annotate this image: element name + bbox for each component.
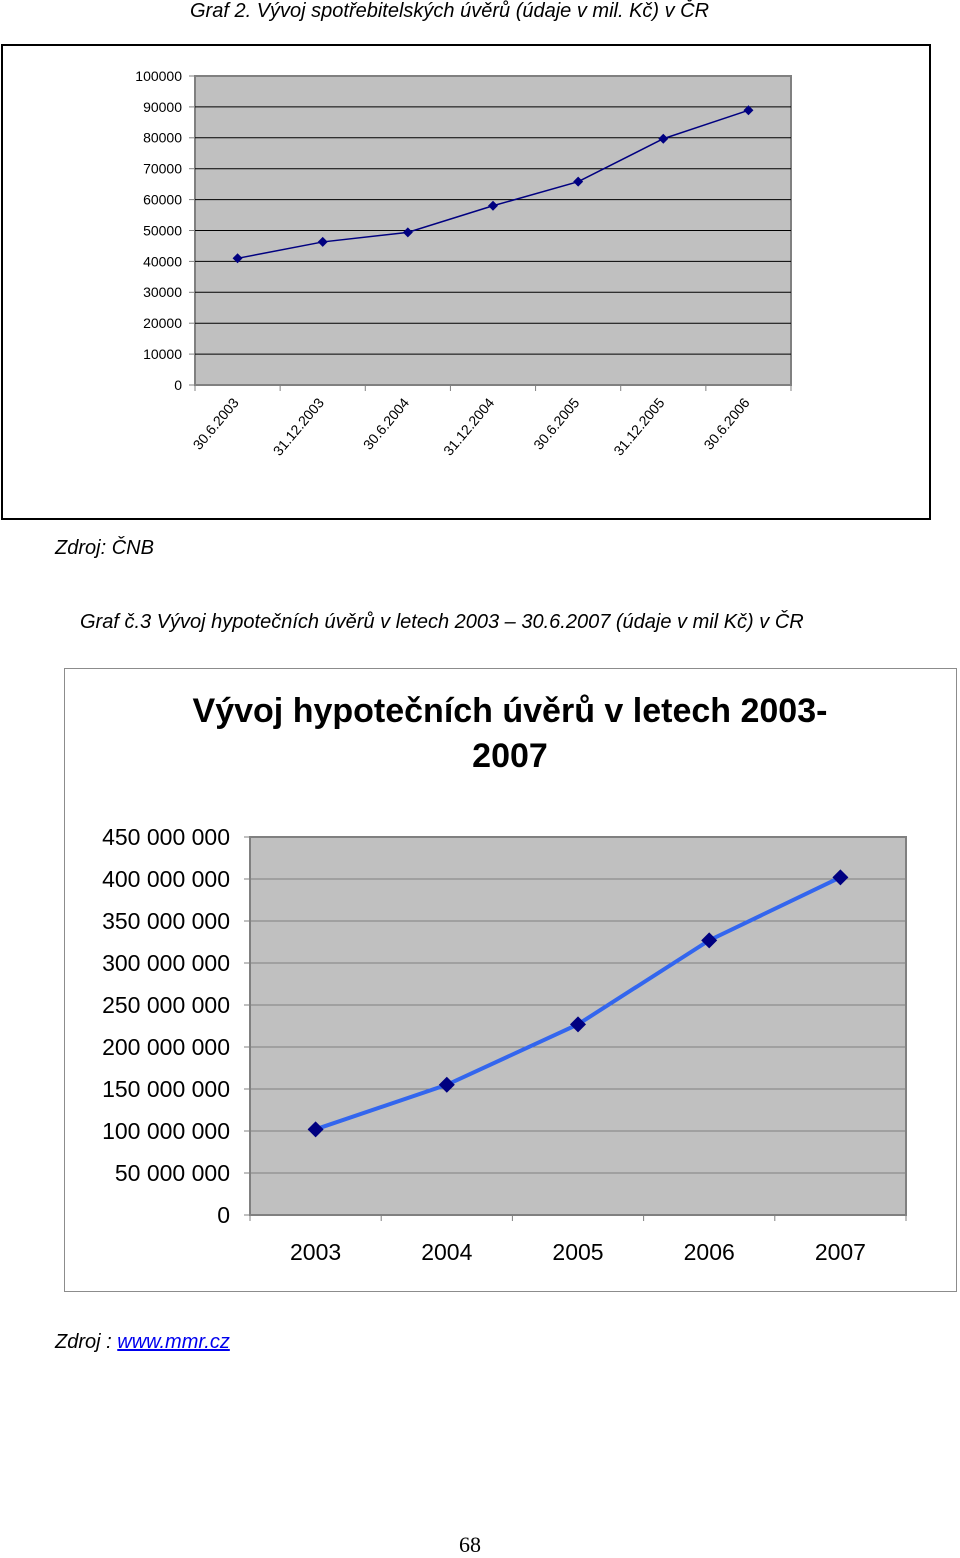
y-tick-label: 30000 — [143, 284, 182, 300]
x-tick-label: 2004 — [421, 1239, 472, 1265]
data-point — [743, 105, 754, 116]
data-point — [701, 932, 718, 949]
chart2-frame — [64, 668, 957, 1292]
x-tick-label: 30.6.2003 — [190, 394, 242, 452]
data-point — [488, 200, 498, 211]
y-tick-label: 450 000 000 — [102, 824, 230, 850]
x-tick-label: 2007 — [815, 1239, 866, 1265]
data-point — [570, 1016, 586, 1033]
x-tick-label: 2003 — [290, 1239, 341, 1265]
data-point — [658, 133, 669, 144]
y-tick-label: 50000 — [143, 222, 182, 238]
chart-2: 0 50 000 000 100 000 000 150 000 000 200 000… — [102, 692, 907, 1265]
y-tick-label: 70000 — [143, 161, 182, 177]
y-tick-label: 350 000 000 — [102, 908, 230, 934]
y-tick-label: 150 000 000 — [102, 1076, 230, 1102]
y-tick-label: 0 — [174, 377, 182, 393]
source-value: ČNB — [111, 537, 154, 559]
source-link[interactable]: www.mmr.cz — [117, 1331, 230, 1353]
y-tick-label: 100000 — [135, 68, 182, 84]
y-tick-label: 300 000 000 — [102, 950, 230, 976]
source-label: Zdroj : — [55, 1331, 112, 1353]
x-tick-label: 31.12.2004 — [440, 394, 497, 458]
graf2-caption: Graf 2. Vývoj spotřebitelských úvěrů (úd… — [190, 0, 710, 22]
data-point — [232, 253, 243, 264]
y-tick-label: 40000 — [143, 253, 182, 269]
chart-title: 2007 — [472, 737, 548, 775]
data-point — [438, 1076, 455, 1093]
x-tick-label: 30.6.2006 — [700, 394, 752, 452]
y-tick-label: 20000 — [143, 315, 182, 331]
graf3-caption: Graf č.3 Vývoj hypotečních úvěrů v letec… — [80, 611, 804, 633]
data-point — [307, 1121, 324, 1138]
x-tick-label: 31.12.2003 — [270, 394, 327, 458]
data-point — [402, 227, 413, 238]
data-point — [832, 869, 849, 886]
y-tick-label: 0 — [217, 1202, 230, 1228]
y-tick-label: 100 000 000 — [102, 1118, 230, 1144]
chart-1: 0 10000 20000 30000 40000 50000 60000 70000 8000… — [135, 68, 792, 459]
y-tick-label: 200 000 000 — [102, 1034, 230, 1060]
page-number: 68 — [459, 1532, 481, 1557]
y-tick-label: 50 000 000 — [115, 1160, 230, 1186]
y-tick-label: 10000 — [143, 346, 182, 362]
source-cnb: Zdroj: ČNB — [55, 537, 154, 560]
y-tick-label: 400 000 000 — [102, 866, 230, 892]
data-point — [573, 176, 584, 187]
y-tick-label: 60000 — [143, 192, 182, 208]
source-label: Zdroj: — [55, 537, 107, 559]
x-tick-label: 2005 — [552, 1239, 603, 1265]
chart1-frame — [1, 44, 931, 520]
x-tick-label: 31.12.2005 — [610, 394, 667, 458]
chart-title: Vývoj hypotečních úvěrů v letech 2003- — [193, 692, 828, 730]
x-tick-label: 30.6.2005 — [530, 394, 582, 452]
data-point — [317, 236, 328, 247]
x-tick-label: 2006 — [684, 1239, 735, 1265]
x-tick-label: 30.6.2004 — [360, 394, 412, 452]
source-mmr: Zdroj : www.mmr.cz — [55, 1331, 230, 1354]
y-tick-label: 80000 — [143, 130, 182, 146]
y-tick-label: 250 000 000 — [102, 992, 230, 1018]
y-tick-label: 90000 — [143, 99, 182, 115]
